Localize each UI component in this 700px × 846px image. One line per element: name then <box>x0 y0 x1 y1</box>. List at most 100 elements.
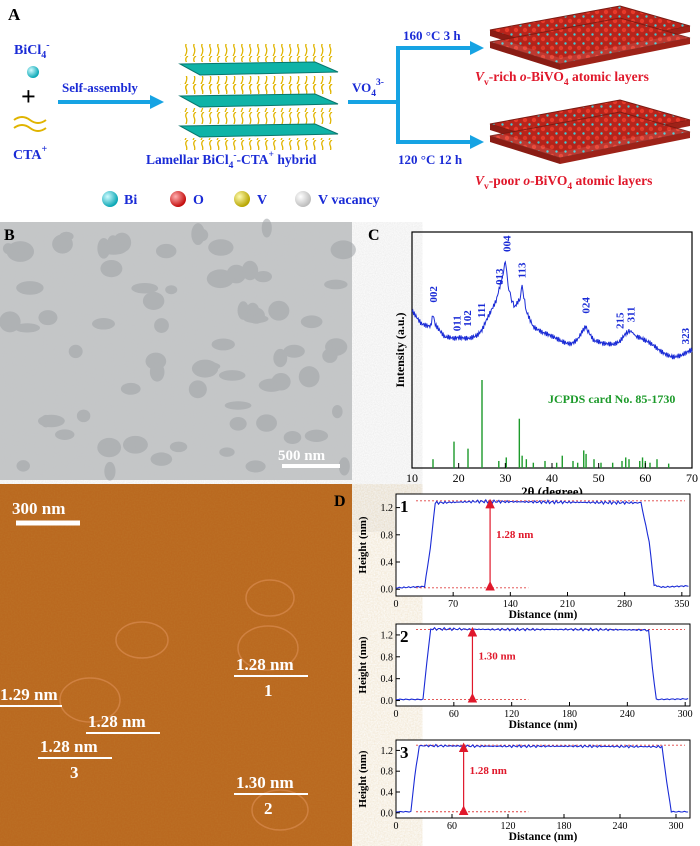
tem-nanosheet <box>300 315 323 329</box>
x-tick-label: 210 <box>560 599 575 610</box>
x-tick-label: 60 <box>449 709 459 720</box>
self-assembly-label: Self-assembly <box>62 80 138 95</box>
y-axis-title: Height (nm) <box>357 636 369 693</box>
tem-nanosheet <box>338 457 350 476</box>
xrd-peak-label: 024 <box>581 297 593 314</box>
xrd-frame <box>411 231 693 469</box>
vv-poor-layers-graphic <box>489 99 691 164</box>
tem-nanosheet <box>219 447 235 457</box>
height-profile-line <box>395 498 689 589</box>
tem-nanosheet <box>273 348 288 368</box>
tem-nanosheet <box>283 344 305 358</box>
x-axis-title: Distance (nm) <box>509 831 578 843</box>
tem-nanosheet <box>68 344 83 359</box>
tem-nanosheet <box>142 291 165 311</box>
surfactant-label: CTA+ <box>13 144 48 163</box>
tem-nanosheet <box>206 269 234 289</box>
tem-nanosheet <box>76 409 91 423</box>
xrd-pattern-line <box>411 260 693 360</box>
tem-scale-label: 500 nm <box>278 448 326 464</box>
tem-nanosheet <box>256 414 277 432</box>
precursor-label: BiCl4- <box>14 40 50 61</box>
x-tick-label: 120 <box>501 821 516 832</box>
tem-nanosheet <box>324 279 348 290</box>
xrd-peak-label: 011 <box>451 315 463 331</box>
x-tick-label: 350 <box>674 599 689 610</box>
tem-nanosheet <box>254 271 272 283</box>
y-tick-label: 1.2 <box>381 746 394 757</box>
tem-nanosheet <box>120 382 141 395</box>
panel-b-tem-image: B 500 nm <box>0 218 356 481</box>
tem-nanosheet <box>218 370 246 381</box>
plus-sign: + <box>21 82 36 111</box>
panel-a-label: A <box>8 5 21 24</box>
y-tick-label: 0.8 <box>381 530 394 541</box>
profile-frame <box>395 739 691 819</box>
tem-nanosheet <box>283 431 302 445</box>
y-tick-label: 0.4 <box>381 788 394 799</box>
tem-nanosheet <box>145 352 167 370</box>
height-value-label: 1.30 nm <box>478 651 515 663</box>
jcpds-label: JCPDS card No. 85-1730 <box>548 392 675 406</box>
panel-d-label: D <box>334 493 346 510</box>
profile-number: 3 <box>400 743 409 762</box>
profile-number: 1 <box>400 497 409 516</box>
tem-nanosheet <box>59 231 74 241</box>
xrd-peak-label: 004 <box>501 235 513 252</box>
tem-nanosheet <box>261 218 272 238</box>
tem-nanosheet <box>16 281 44 295</box>
x-tick-label: 0 <box>394 599 399 610</box>
tem-nanosheet <box>6 241 34 262</box>
tem-nanosheet <box>150 452 173 466</box>
tem-nanosheet <box>271 372 291 391</box>
tem-nanosheet <box>237 301 249 320</box>
vacancy-icon <box>295 191 311 207</box>
y-tick-label: 0.0 <box>381 585 394 596</box>
tem-nanosheet <box>165 285 178 295</box>
x-tick-label: 280 <box>617 599 632 610</box>
bi-ion-icon <box>27 66 39 78</box>
xrd-peak-label: 215 <box>615 312 627 329</box>
x-axis-title: Distance (nm) <box>509 719 578 731</box>
legend-vacancy: V vacancy <box>318 193 380 208</box>
x-tick-label: 180 <box>562 709 577 720</box>
tem-nanosheet <box>14 323 41 333</box>
tem-nanosheet <box>55 429 75 440</box>
x-tick-label: 20 <box>453 471 465 485</box>
y-tick-label: 0.4 <box>381 558 394 569</box>
tem-nanosheet <box>2 243 14 255</box>
xrd-peak-label: 111 <box>476 303 488 318</box>
afm-height-3: 1.28 nm <box>40 737 98 756</box>
afm-height-1: 1.28 nm <box>236 655 294 674</box>
lamellar-hybrid-graphic <box>178 44 339 150</box>
tem-nanosheet <box>155 243 177 259</box>
xrd-peak-label: 013 <box>494 268 506 285</box>
x-tick-label: 10 <box>406 471 418 485</box>
tem-nanosheet <box>208 239 234 256</box>
vv-rich-layers-graphic <box>489 5 691 70</box>
arrow-head <box>150 95 164 109</box>
vanadate-label: VO43- <box>352 78 384 99</box>
afm-height-5: 1.28 nm <box>88 712 146 731</box>
tem-nanosheet <box>38 310 58 326</box>
xrd-peak-label: 311 <box>625 306 637 322</box>
x-tick-label: 240 <box>620 709 635 720</box>
y-axis-title: Height (nm) <box>357 750 369 807</box>
x-axis-title: Distance (nm) <box>509 609 578 621</box>
x-tick-label: 0 <box>394 821 399 832</box>
x-tick-label: 140 <box>503 599 518 610</box>
xrd-peak-label: 102 <box>462 310 474 327</box>
legend-v: V <box>257 193 267 208</box>
panel-a: A BiCl4- + CTA+ Self-assembly Lamellar B… <box>8 5 691 208</box>
height-value-label: 1.28 nm <box>496 529 533 541</box>
x-tick-label: 70 <box>686 471 698 485</box>
xrd-peak-label: 323 <box>680 327 692 344</box>
condition-1: 160 °C 3 h <box>403 28 461 43</box>
y-tick-label: 0.4 <box>381 674 394 685</box>
legend-o: O <box>193 193 204 208</box>
height-profile-line <box>395 743 689 813</box>
x-tick-label: 30 <box>499 471 511 485</box>
x-tick-label: 240 <box>613 821 628 832</box>
tem-nanosheet <box>224 401 252 410</box>
